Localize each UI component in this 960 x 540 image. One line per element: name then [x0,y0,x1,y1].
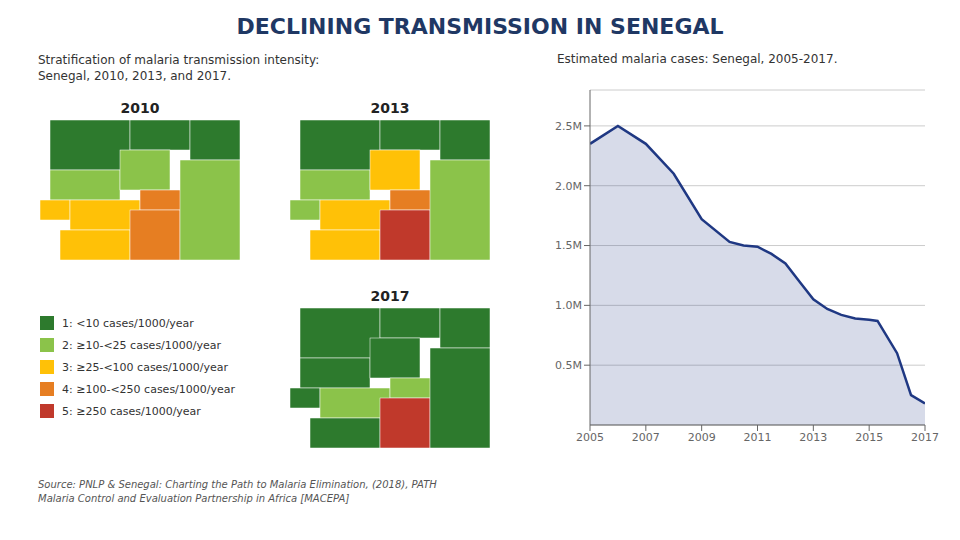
svg-text:2013: 2013 [799,431,827,444]
html-text:5: ≥250 cases/1000/year: 5: ≥250 cases/1000/year [62,404,201,418]
html-text:DECLINING TRANSMISSION IN SENE: DECLINING TRANSMISSION IN SENEGAL [236,14,724,39]
svg-text:1.5M: 1.5M [555,239,582,252]
svg-text:2015: 2015 [855,431,883,444]
svg-text:2017: 2017 [911,431,939,444]
svg-text:1.0M: 1.0M [555,299,582,312]
html-text:2: ≥10-<25 cases/1000/year: 2: ≥10-<25 cases/1000/year [62,338,222,352]
svg-text:2005: 2005 [576,431,604,444]
svg-text:2011: 2011 [744,431,772,444]
html-text:2013: 2013 [370,100,410,116]
svg-text:2007: 2007 [632,431,660,444]
svg-text:2009: 2009 [688,431,716,444]
html-text:Stratification of malaria tran: Stratification of malaria transmission i… [38,53,320,83]
html-text:2017: 2017 [370,288,410,304]
html-text:2010: 2010 [120,100,160,116]
html-text:4: ≥100-<250 cases/1000/year: 4: ≥100-<250 cases/1000/year [62,382,236,396]
html-text:Source: PNLP & Senegal: Charti: Source: PNLP & Senegal: Charting the Pat… [38,479,437,504]
html-text:3: ≥25-<100 cases/1000/year: 3: ≥25-<100 cases/1000/year [62,360,229,374]
html-text:1: <10 cases/1000/year: 1: <10 cases/1000/year [62,316,194,330]
svg-text:0.5M: 0.5M [555,359,582,372]
svg-text:2.5M: 2.5M [555,120,582,133]
html-text:Estimated malaria cases: Seneg: Estimated malaria cases: Senegal, 2005-2… [557,52,838,66]
svg-text:2.0M: 2.0M [555,180,582,193]
